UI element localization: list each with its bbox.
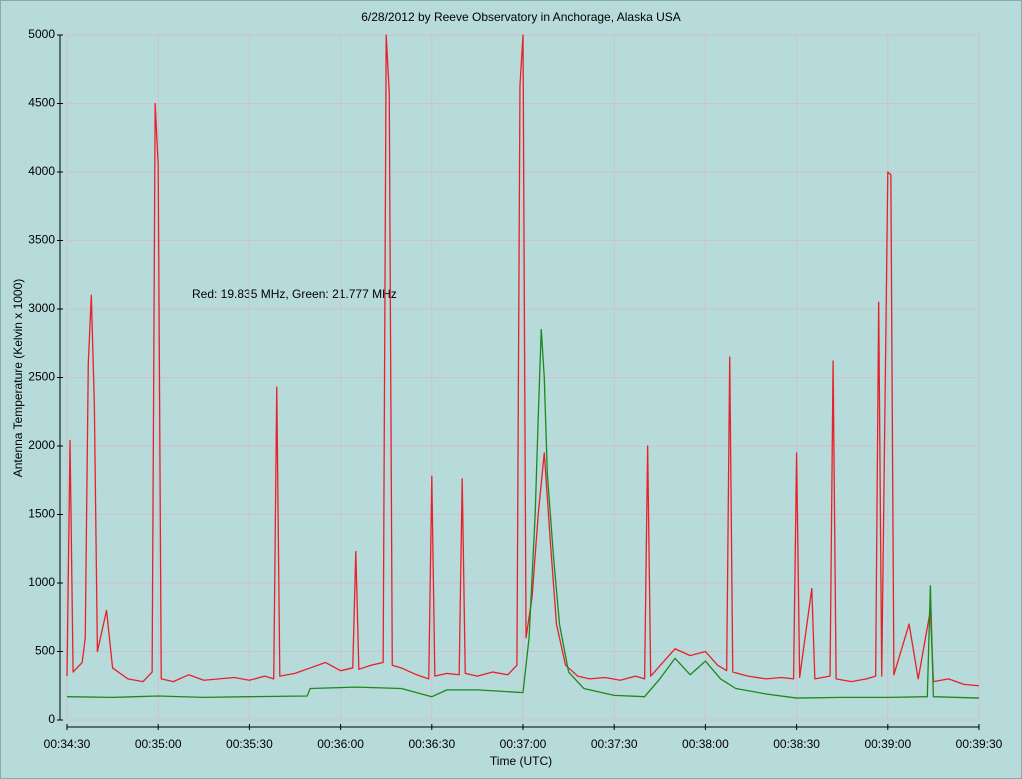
- y-tick-label: 3000: [28, 301, 55, 315]
- y-tick-label: 1500: [28, 507, 55, 521]
- x-tick-label: 00:34:30: [44, 737, 91, 751]
- x-tick-label: 00:37:00: [500, 737, 547, 751]
- x-axis-label: Time (UTC): [490, 754, 552, 768]
- y-tick-label: 2500: [28, 370, 55, 384]
- x-tick-label: 00:39:30: [956, 737, 1003, 751]
- annotation: Red: 19.835 MHz, Green: 21.777 MHz: [192, 287, 397, 301]
- y-axis-label: Antenna Temperature (Kelvin x 1000): [11, 279, 25, 478]
- y-tick-label: 500: [35, 644, 55, 658]
- y-tick-label: 2000: [28, 438, 55, 452]
- x-tick-label: 00:36:00: [317, 737, 364, 751]
- chart-title: 6/28/2012 by Reeve Observatory in Anchor…: [361, 10, 681, 24]
- x-tick-label: 00:39:00: [864, 737, 911, 751]
- x-tick-label: 00:36:30: [408, 737, 455, 751]
- x-tick-label: 00:35:30: [226, 737, 273, 751]
- y-tick-label: 5000: [28, 27, 55, 41]
- y-tick-label: 0: [48, 712, 55, 726]
- x-tick-label: 00:35:00: [135, 737, 182, 751]
- y-tick-label: 1000: [28, 575, 55, 589]
- series-line: [66, 328, 980, 699]
- y-tick-label: 4500: [28, 96, 55, 110]
- y-tick-label: 4000: [28, 164, 55, 178]
- x-tick-label: 00:38:00: [682, 737, 729, 751]
- series-line: [66, 34, 980, 687]
- y-tick-label: 3500: [28, 233, 55, 247]
- x-tick-label: 00:37:30: [591, 737, 638, 751]
- x-tick-label: 00:38:30: [773, 737, 820, 751]
